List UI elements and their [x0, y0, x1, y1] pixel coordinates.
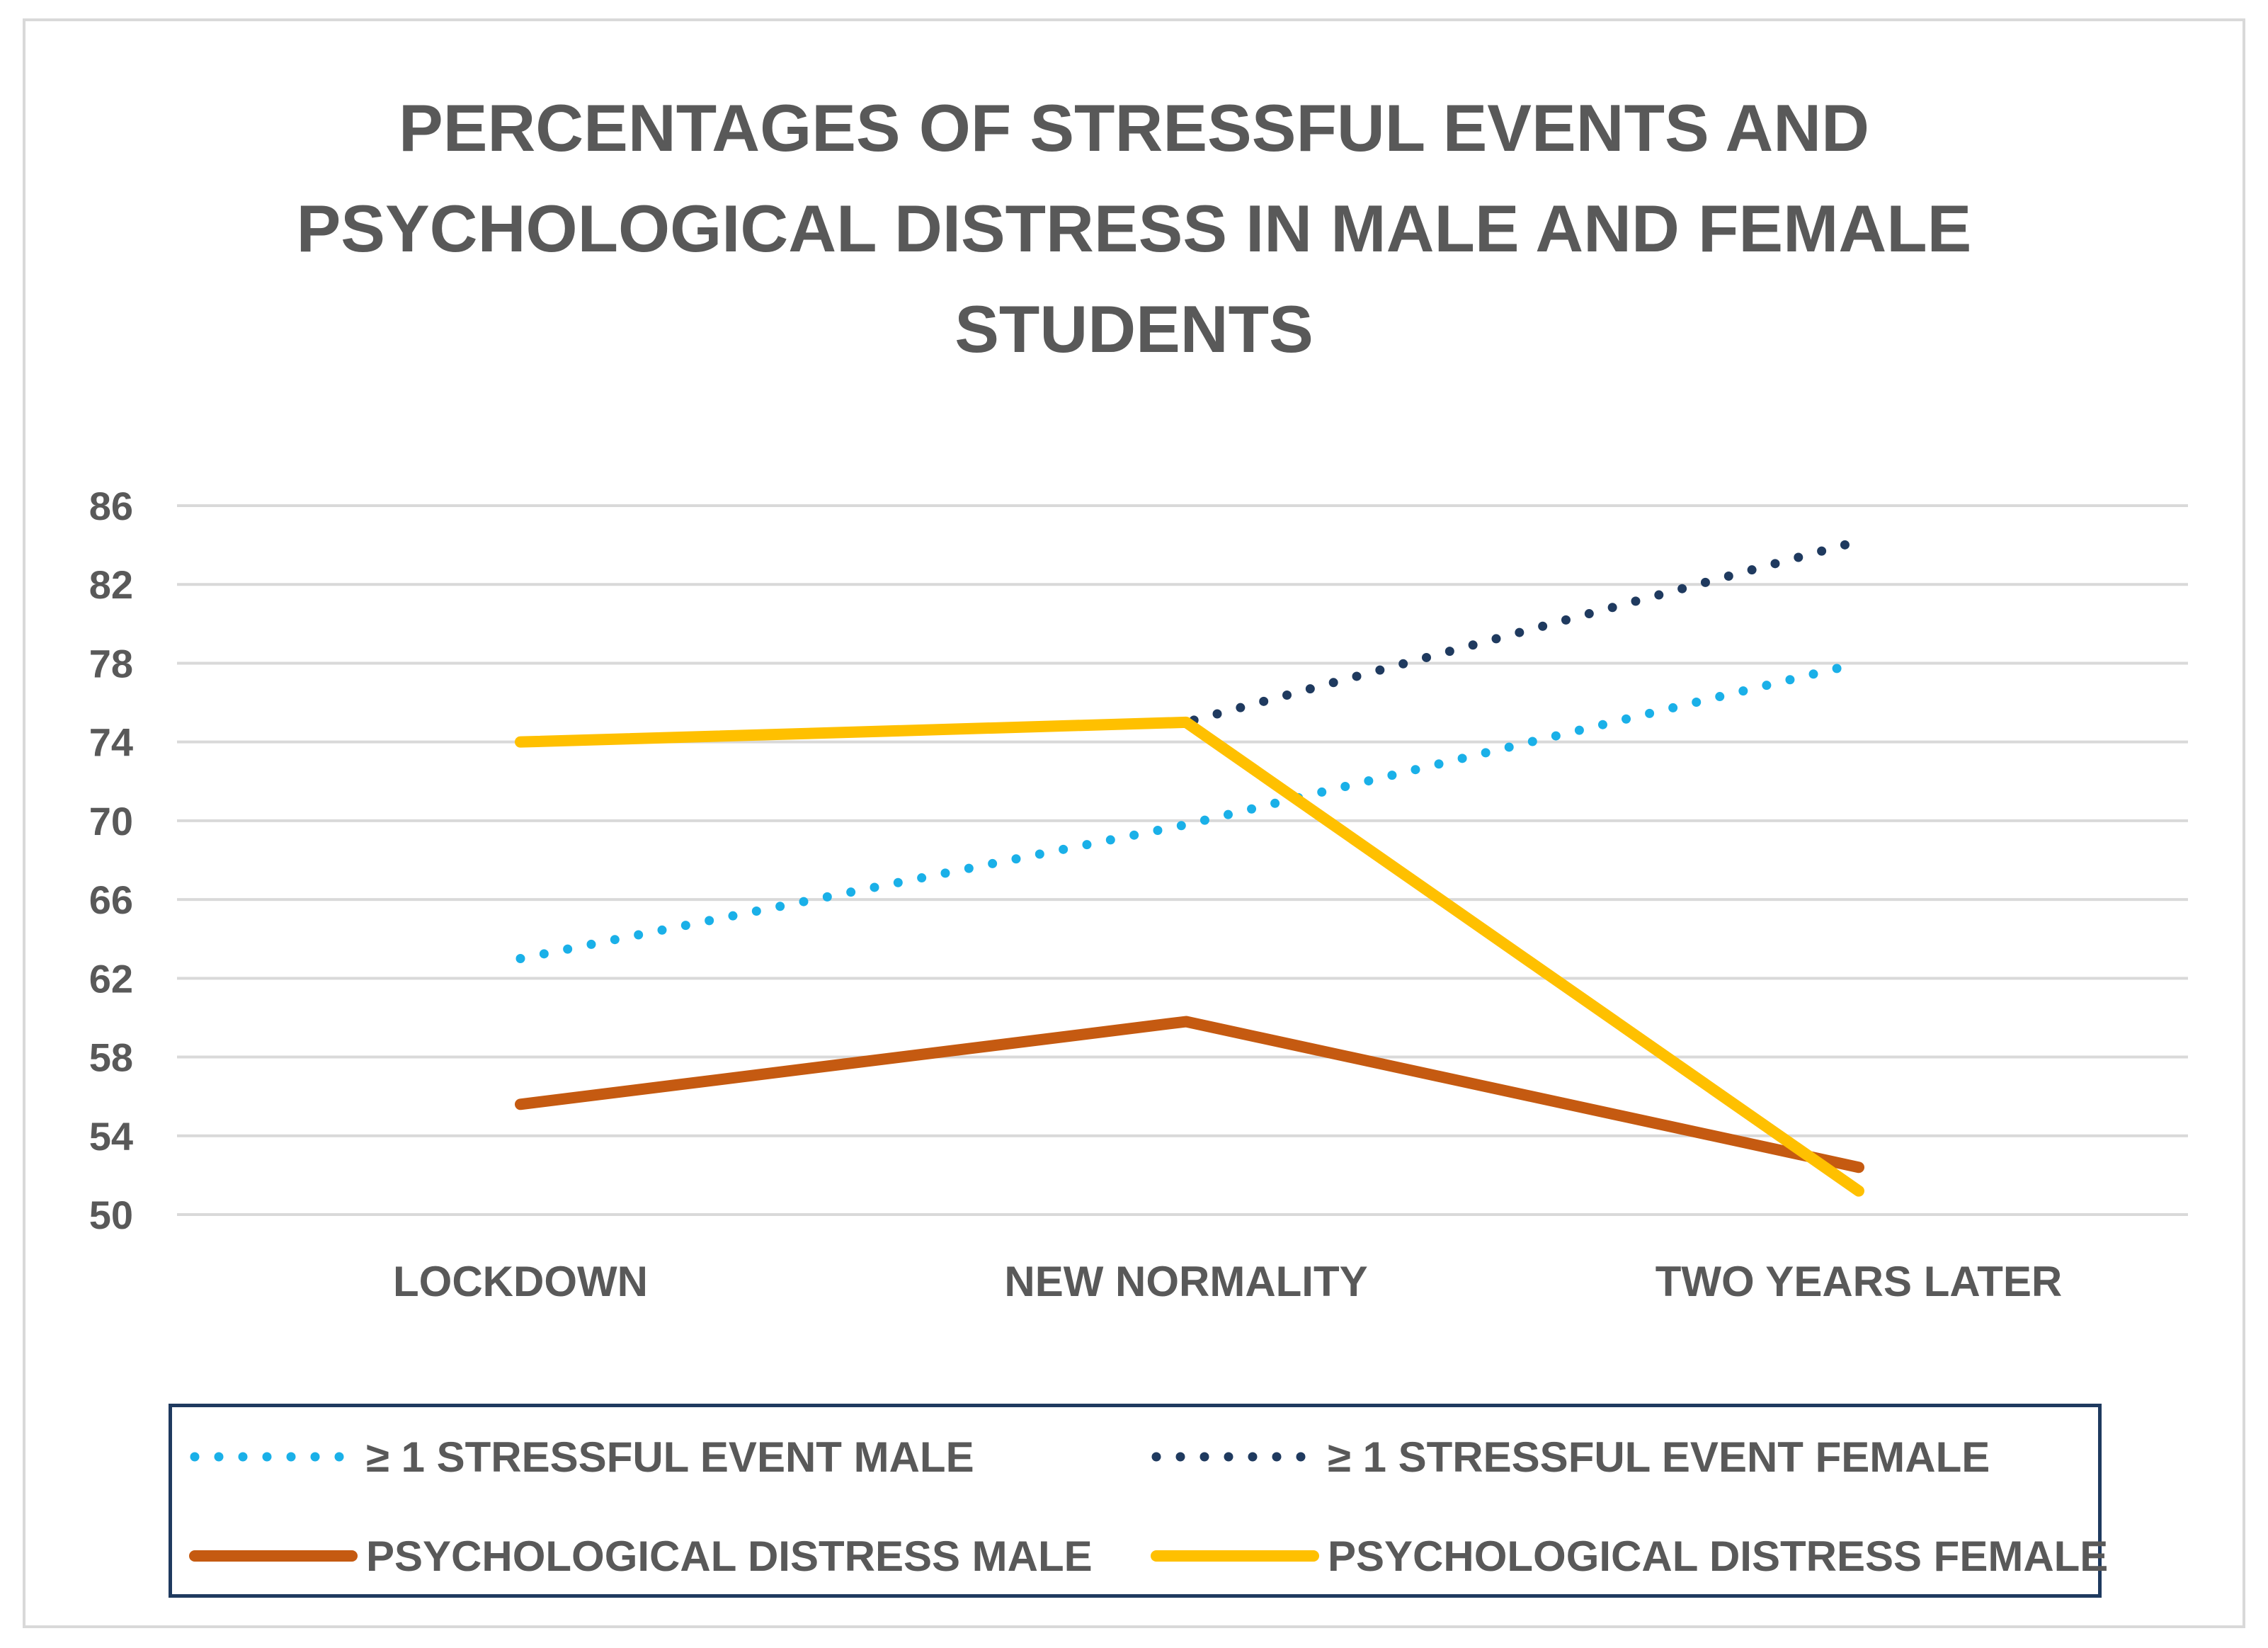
y-tick-label: 70 — [89, 799, 133, 843]
series-lines — [515, 536, 1864, 1197]
x-category-label: TWO YEARS LATER — [1656, 1258, 2062, 1305]
y-tick-label: 66 — [89, 877, 133, 922]
legend-key — [1151, 1550, 1319, 1562]
y-axis-ticks: 50 54 58 62 66 70 74 78 82 86 — [89, 484, 133, 1237]
y-tick-label: 82 — [89, 562, 133, 607]
legend-key — [190, 1452, 357, 1462]
series-line — [515, 1016, 1864, 1174]
x-category-label: LOCKDOWN — [393, 1258, 648, 1305]
y-tick-label: 54 — [89, 1114, 133, 1159]
x-category-label: NEW NORMALITY — [1004, 1258, 1367, 1305]
legend-label: ≥ 1 STRESSFUL EVENT MALE — [366, 1433, 974, 1481]
legend-label: ≥ 1 STRESSFUL EVENT FEMALE — [1328, 1433, 1990, 1481]
y-tick-label: 58 — [89, 1035, 133, 1080]
legend-item: PSYCHOLOGICAL DISTRESS FEMALE — [1149, 1528, 2108, 1584]
legend: ≥ 1 STRESSFUL EVENT MALE ≥ 1 STRESSFUL EV… — [169, 1404, 2108, 1598]
y-tick-label: 74 — [89, 720, 133, 765]
y-tick-label: 78 — [89, 641, 133, 686]
series-line — [515, 658, 1864, 964]
plot-area: 50 54 58 62 66 70 74 78 82 86 LOCKDOWN NEW NORMALI… — [89, 484, 2188, 1305]
legend-label: PSYCHOLOGICAL DISTRESS FEMALE — [1328, 1532, 2109, 1580]
legend-item: ≥ 1 STRESSFUL EVENT FEMALE — [1149, 1428, 1990, 1485]
y-tick-label: 86 — [89, 484, 133, 528]
legend-label: PSYCHOLOGICAL DISTRESS MALE — [366, 1532, 1093, 1580]
legend-key — [1151, 1452, 1318, 1462]
series-line — [515, 716, 1864, 1197]
series-line — [515, 536, 1864, 747]
x-axis-categories: LOCKDOWN NEW NORMALITY TWO YEARS LATER — [393, 1258, 2062, 1305]
chart-frame — [23, 18, 2245, 1628]
y-tick-label: 50 — [89, 1193, 133, 1237]
gridlines — [177, 504, 2188, 1216]
legend-key — [189, 1550, 358, 1562]
chart-title: PERCENTAGES OF STRESSFUL EVENTS AND PSYC… — [296, 91, 1972, 366]
legend-item: ≥ 1 STRESSFUL EVENT MALE — [188, 1428, 974, 1485]
y-tick-label: 62 — [89, 956, 133, 1001]
legend-item: PSYCHOLOGICAL DISTRESS MALE — [188, 1528, 1093, 1584]
